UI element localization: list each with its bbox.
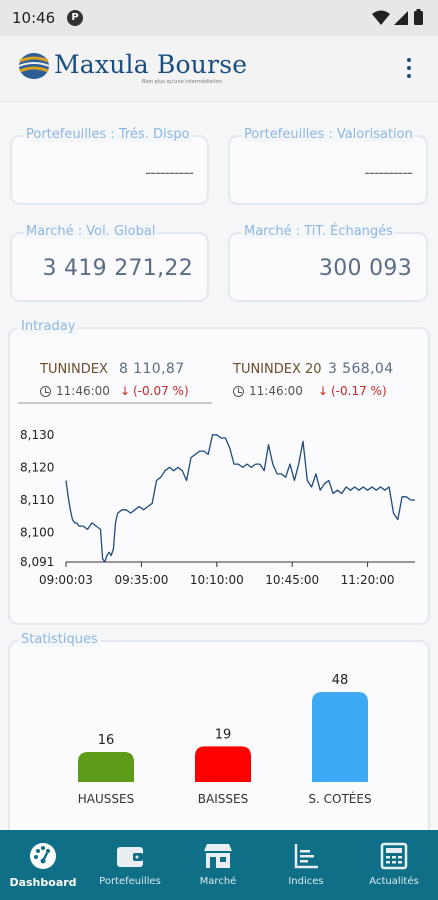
index-name-tunindex: TUNINDEX [40, 362, 108, 377]
bar-value-label: 48 [332, 673, 349, 688]
app-tagline: Bien plus qu'une intermédiation [142, 79, 223, 85]
news-icon [380, 842, 408, 870]
card-label: Portefeuilles : Trés. Dispo [24, 127, 192, 142]
market-icon [204, 844, 232, 868]
y-tick-label: 8,100 [20, 526, 54, 540]
x-tick-label: 09:00:03 [39, 573, 93, 587]
statistiques-bar-chart: 16 HAUSSES 19 BAISSES 48 S. COTÉES [78, 673, 372, 806]
bar-category-label: BAISSES [198, 792, 248, 806]
overflow-menu-icon[interactable] [402, 58, 416, 82]
bar-value-label: 19 [215, 727, 232, 742]
nav-indices[interactable]: Indices [262, 830, 350, 900]
notification-badge-icon: P [67, 10, 83, 26]
index-value-tunindex20: 3 568,04 [328, 361, 394, 377]
clock-icon [40, 386, 51, 397]
index-change-tunindex20: (-0.17 %) [331, 384, 387, 398]
card-label: Portefeuilles : Valorisation [242, 127, 415, 142]
bar-category-label: S. COTÉES [308, 791, 371, 806]
section-title: Statistiques [18, 632, 101, 647]
app-title: Maxula Bourse [54, 50, 248, 79]
signal-icon [394, 11, 408, 25]
nav-label: Marché [199, 876, 237, 887]
app-bar: Maxula Bourse Bien plus qu'une intermédi… [0, 36, 438, 102]
card-marche-volume-global: Marché : Vol. Global 3 419 271,22 [10, 224, 209, 302]
arrow-down-icon: ↓ [318, 384, 329, 398]
maxula-logo-icon [18, 53, 50, 79]
y-tick-label: 8,110 [20, 493, 54, 507]
nav-label: Indices [288, 876, 324, 887]
index-change-tunindex: (-0.07 %) [133, 384, 189, 398]
wifi-icon [372, 10, 390, 25]
nav-label: Dashboard [9, 876, 77, 889]
nav-label: Portefeuilles [99, 876, 161, 887]
index-name-tunindex20: TUNINDEX 20 [233, 362, 322, 377]
x-tick-label: 10:45:00 [265, 573, 319, 587]
section-title: Intraday [18, 319, 79, 334]
nav-dashboard[interactable]: Dashboard [0, 830, 86, 900]
nav-label: Actualités [369, 876, 419, 887]
card-label: Marché : TiT. Échangés [242, 224, 395, 239]
bar-category-label: HAUSSES [78, 792, 134, 806]
status-icons [372, 9, 423, 25]
nav-actualites[interactable]: Actualités [350, 830, 438, 900]
y-tick-label: 8,120 [20, 460, 54, 474]
card-marche-titres-echanges: Marché : TiT. Échangés 300 093 [228, 224, 428, 302]
wallet-icon [117, 847, 143, 867]
card-value: 300 093 [318, 256, 412, 281]
indices-chart-icon [294, 844, 318, 869]
card-value: 3 419 271,22 [42, 256, 193, 281]
tunindex-series-line [65, 434, 415, 563]
card-portefeuilles-valorisation: Portefeuilles : Valorisation ---------- [228, 127, 428, 205]
card-label: Marché : Vol. Global [24, 224, 158, 239]
y-tick-label: 8,130 [20, 428, 54, 442]
nav-marche[interactable]: Marché [174, 830, 262, 900]
arrow-down-icon: ↓ [120, 384, 131, 398]
dashboard-icon [30, 843, 56, 869]
intraday-section: Intraday [8, 319, 430, 625]
intraday-line-chart[interactable]: 8,130 8,120 8,110 8,100 8,091 09:00:03 09:35:0… [0, 410, 438, 595]
bar-value-label: 16 [98, 733, 115, 748]
bar-s-cot-es [312, 692, 368, 782]
card-value: ---------- [364, 163, 413, 182]
index-time-tunindex: 11:46:00 [56, 384, 110, 398]
nav-portefeuilles[interactable]: Portefeuilles [86, 830, 174, 900]
card-portefeuilles-tresorerie: Portefeuilles : Trés. Dispo ---------- [10, 127, 209, 205]
selected-index-indicator [18, 402, 212, 404]
bottom-navigation: Dashboard Portefeuilles Marché Indices [0, 830, 438, 900]
y-tick-label: 8,091 [20, 555, 54, 569]
bar-baisses [195, 746, 251, 782]
index-time-tunindex20: 11:46:00 [249, 384, 303, 398]
status-bar: 10:46 P [0, 0, 438, 36]
status-time: 10:46 [12, 9, 56, 27]
index-value-tunindex: 8 110,87 [119, 361, 185, 377]
x-tick-label: 09:35:00 [114, 573, 168, 587]
clock-icon [233, 386, 244, 397]
x-tick-label: 10:10:00 [190, 573, 244, 587]
battery-icon [414, 11, 423, 25]
x-tick-label: 11:20:00 [341, 573, 395, 587]
card-value: ---------- [145, 163, 194, 182]
bar-hausses [78, 752, 134, 782]
